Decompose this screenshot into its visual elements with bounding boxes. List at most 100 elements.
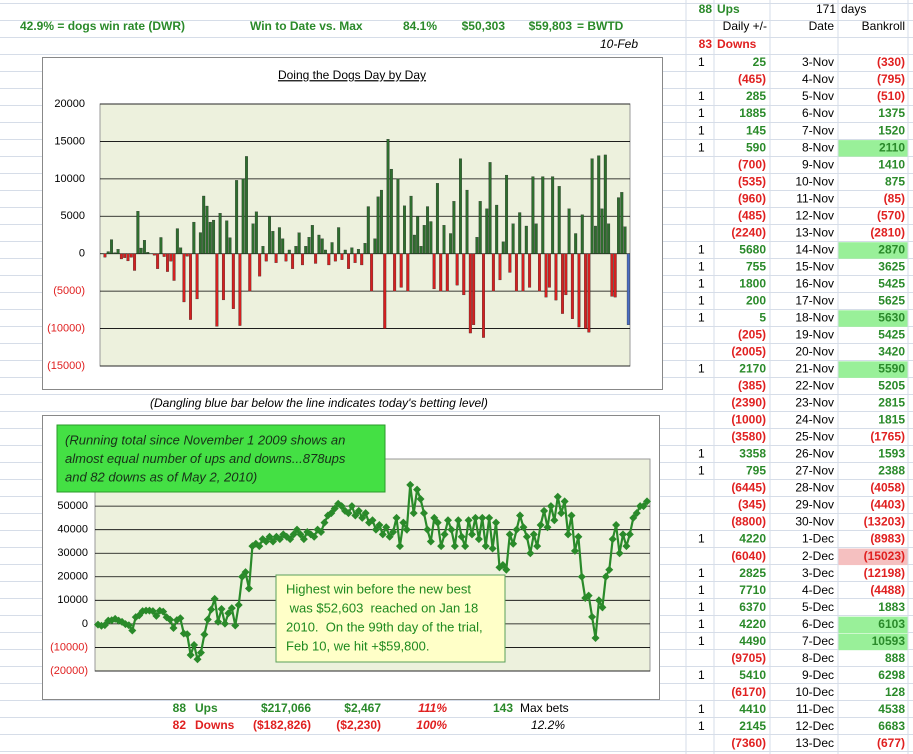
- row-date: 2-Dec: [802, 549, 834, 563]
- row-date: 5-Nov: [802, 89, 834, 103]
- bankroll: (4488): [870, 583, 905, 597]
- row-date: 11-Nov: [796, 191, 834, 205]
- point-marker: [543, 523, 552, 532]
- bar: [544, 253, 548, 298]
- bar: [584, 253, 588, 329]
- point-marker: [594, 596, 603, 605]
- daily: (6445): [731, 481, 766, 495]
- row-date: 22-Nov: [795, 379, 834, 393]
- point-marker: [457, 532, 466, 541]
- daily: (6170): [731, 685, 766, 699]
- daily: (2005): [731, 345, 766, 359]
- daily: 590: [746, 140, 766, 154]
- point-marker: [474, 535, 483, 544]
- bankroll: 5425: [878, 276, 905, 290]
- point-marker: [509, 539, 518, 548]
- point-marker: [629, 513, 638, 522]
- bankroll: (795): [877, 72, 905, 86]
- bar: [498, 253, 502, 281]
- bar: [245, 156, 248, 254]
- point-marker: [481, 542, 490, 551]
- up-flag: 1: [698, 464, 705, 478]
- bar: [600, 208, 604, 254]
- bar: [182, 253, 186, 303]
- point-marker: [433, 518, 442, 527]
- bar: [610, 253, 614, 297]
- bankroll: 888: [885, 651, 905, 665]
- cell-highlight: [838, 548, 908, 566]
- row-date: 23-Nov: [795, 396, 834, 410]
- bar: [389, 168, 393, 254]
- point-marker: [423, 525, 432, 534]
- bar: [561, 253, 564, 314]
- up-flag: 1: [698, 719, 705, 733]
- daily: (2390): [731, 396, 766, 410]
- bar: [505, 174, 509, 254]
- bar: [294, 246, 298, 254]
- bankroll: (85): [884, 191, 905, 205]
- bar: [607, 223, 611, 254]
- y-tick-label: 40000: [57, 524, 88, 536]
- bankroll: 128: [885, 685, 905, 699]
- bar: [317, 234, 321, 254]
- bar: [212, 219, 216, 254]
- bar: [166, 253, 169, 272]
- bar: [501, 241, 505, 254]
- bar: [452, 201, 456, 254]
- up-flag: 1: [698, 140, 705, 154]
- bar: [129, 253, 133, 258]
- point-marker: [317, 528, 326, 537]
- daily: (465): [738, 72, 766, 86]
- point-marker: [625, 530, 634, 539]
- up-avg: $2,467: [344, 701, 381, 715]
- y-tick-label: 10000: [54, 173, 85, 185]
- bankroll: 5425: [878, 327, 905, 341]
- up-flag: 1: [698, 242, 705, 256]
- bankroll: (4403): [870, 498, 905, 512]
- row-date: 4-Dec: [802, 583, 834, 597]
- bar: [455, 253, 459, 286]
- point-marker: [567, 511, 576, 520]
- y-tick-label: 5000: [61, 210, 85, 222]
- up-flag: 1: [698, 617, 705, 631]
- point-marker: [618, 530, 627, 539]
- bar: [225, 220, 229, 254]
- point-marker: [375, 520, 384, 529]
- row-date: 8-Nov: [802, 140, 834, 154]
- row-date: 30-Nov: [795, 515, 834, 529]
- point-marker: [419, 509, 428, 518]
- point-marker: [639, 502, 648, 511]
- daily: 4220: [739, 617, 766, 631]
- point-marker: [526, 549, 535, 558]
- bankroll: 1375: [878, 106, 905, 120]
- max-label: Max bets: [520, 701, 569, 715]
- down-avg: ($2,230): [336, 718, 381, 732]
- daily: (535): [738, 174, 766, 188]
- bankroll: 875: [885, 174, 905, 188]
- bankroll: (13203): [864, 515, 905, 529]
- point-marker: [588, 612, 597, 621]
- point-marker: [601, 572, 610, 581]
- point-marker: [351, 511, 360, 520]
- point-marker: [241, 568, 250, 577]
- y-tick-label: 20000: [54, 98, 85, 110]
- bar: [136, 211, 140, 254]
- plot-area: [99, 103, 631, 367]
- bar: [314, 253, 318, 264]
- bar: [106, 251, 110, 254]
- bar: [593, 225, 597, 254]
- y-tick-label: 0: [82, 618, 88, 630]
- bankroll: 1815: [878, 413, 905, 427]
- row-date: 13-Nov: [795, 225, 834, 239]
- bar: [356, 249, 360, 254]
- daily: (485): [738, 208, 766, 222]
- daily: (6040): [731, 549, 766, 563]
- bar: [169, 253, 173, 262]
- bar: [590, 158, 594, 254]
- bar: [393, 253, 397, 292]
- point-marker: [440, 530, 449, 539]
- daily: 2170: [739, 362, 766, 376]
- point-marker: [371, 525, 380, 534]
- bar: [281, 238, 285, 254]
- bankroll: 6298: [878, 668, 905, 682]
